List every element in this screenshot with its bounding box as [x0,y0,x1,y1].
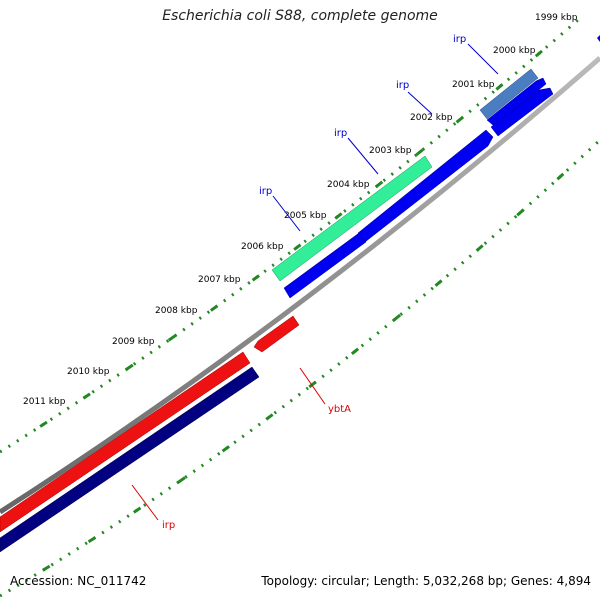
gene-feature[interactable] [283,232,367,299]
ruler-label: 2008 kbp [155,306,198,316]
ruler-label: 2004 kbp [327,180,370,190]
gene-feature[interactable] [479,68,539,120]
ruler-major-tick [251,274,260,282]
inner-ruler-ticks [0,138,600,598]
ruler-major-tick [556,172,565,181]
ruler-major-ticks [39,49,565,572]
ruler-major-tick [125,363,134,371]
gene-label: ybtA [328,404,351,415]
ruler-major-tick [42,564,51,572]
ruler-label: 1999 kbp [535,13,578,23]
reverse-features [0,315,300,553]
label-leaders [131,43,499,521]
ruler-label: 2007 kbp [198,275,241,285]
gene-feature[interactable] [253,315,300,353]
forward-features [271,68,554,299]
summary-text: Topology: circular; Length: 5,032,268 bp… [261,574,591,588]
ruler-major-tick [350,347,360,355]
ruler-major-tick [434,279,443,287]
ruler-major-tick [167,334,177,342]
gene-feature[interactable] [486,77,547,127]
ruler-major-tick [308,380,317,389]
gene-labels: irp irp irp irp ybtA irp [162,34,466,531]
genome-title: Escherichia coli S88, complete genome [162,8,438,24]
feature-marker [597,35,600,42]
ruler-label: 2011 kbp [23,397,66,407]
ruler-label: 2005 kbp [284,211,327,221]
gene-label: irp [453,34,466,45]
ruler-labels: 1999 kbp 2000 kbp 2001 kbp 2002 kbp 2003… [23,13,578,407]
ruler-major-tick [392,313,402,322]
ruler-label: 2001 kbp [452,80,495,90]
ruler-major-tick [516,208,525,217]
gene-feature[interactable] [271,155,433,282]
gene-label: irp [162,520,175,531]
ruler-major-tick [39,420,48,428]
ruler-major-tick [455,116,464,124]
ruler-label: 2003 kbp [369,146,412,156]
gene-feature[interactable] [0,351,251,533]
ruler-major-tick [415,148,424,156]
outer-ruler-ticks [0,18,579,454]
ruler-major-tick [221,445,230,453]
ruler-label: 2010 kbp [67,367,110,377]
genome-backbone [0,56,600,515]
ruler-label: 2009 kbp [112,337,155,347]
ruler-major-tick [177,476,186,484]
gene-feature[interactable] [490,87,554,137]
ruler-major-tick [375,180,384,188]
gene-label: irp [259,186,272,197]
ruler-major-tick [495,83,504,91]
ruler-major-tick [265,413,274,421]
gene-label: irp [334,128,347,139]
accession-text: Accession: NC_011742 [10,574,147,588]
ruler-major-tick [87,536,97,544]
ruler-major-tick [293,243,302,251]
ruler-label: 2000 kbp [493,46,536,56]
ruler-major-tick [82,392,91,400]
ruler-label: 2002 kbp [410,113,453,123]
ruler-major-tick [209,304,219,312]
gene-label: irp [396,80,409,91]
ruler-label: 2006 kbp [241,242,284,252]
ruler-major-tick [334,212,343,220]
ruler-major-tick [132,506,142,514]
ruler-major-tick [475,244,484,252]
gene-feature[interactable] [0,366,260,553]
ruler-major-tick [534,49,543,58]
